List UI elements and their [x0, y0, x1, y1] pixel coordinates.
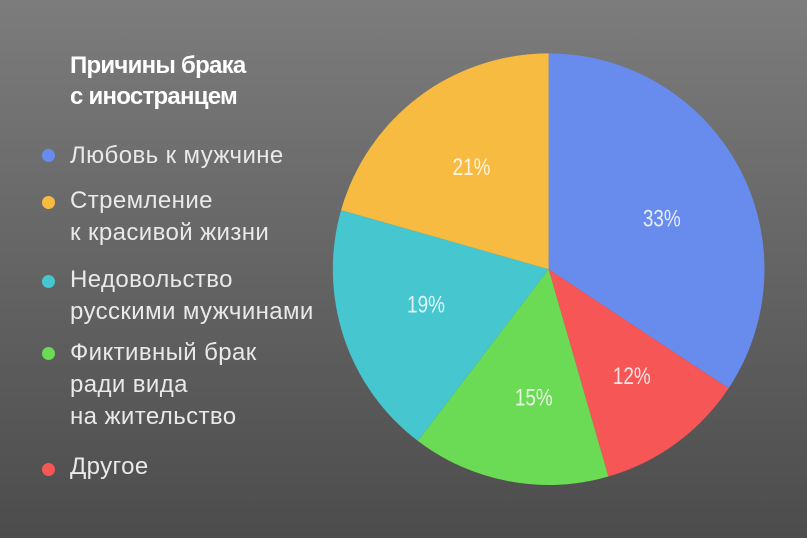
svg-text:21%: 21% [453, 153, 491, 181]
svg-text:15%: 15% [515, 384, 553, 412]
svg-text:12%: 12% [613, 362, 651, 390]
svg-text:19%: 19% [407, 290, 445, 318]
svg-text:33%: 33% [643, 204, 681, 232]
